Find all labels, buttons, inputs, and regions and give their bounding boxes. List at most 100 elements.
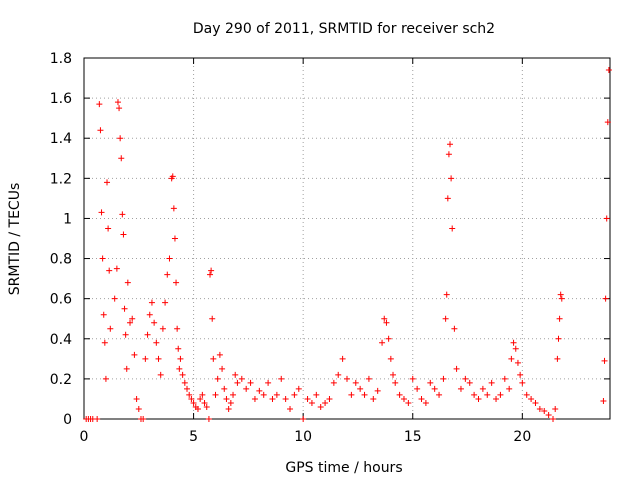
data-point — [120, 231, 127, 238]
y-tick-label: 1.6 — [50, 91, 72, 107]
data-point — [131, 351, 138, 358]
y-axis-label: SRMTID / TECUs — [7, 183, 23, 296]
data-point — [445, 151, 452, 158]
data-point — [308, 399, 315, 406]
data-point — [135, 405, 142, 412]
data-point — [493, 395, 500, 402]
data-point — [118, 155, 125, 162]
y-tick-label: 1.4 — [50, 131, 72, 147]
data-point — [123, 365, 130, 372]
data-point — [370, 395, 377, 402]
data-point — [604, 119, 611, 126]
data-point — [155, 355, 162, 362]
data-point — [121, 305, 128, 312]
data-point — [448, 175, 455, 182]
data-point — [514, 359, 521, 366]
data-point — [173, 279, 180, 286]
data-point — [216, 351, 223, 358]
data-point — [203, 403, 210, 410]
data-point — [278, 375, 285, 382]
data-point — [243, 385, 250, 392]
x-tick-label: 10 — [294, 429, 312, 445]
data-point — [447, 141, 454, 148]
x-tick-label: 0 — [80, 429, 89, 445]
data-point — [179, 371, 186, 378]
data-point — [506, 385, 513, 392]
data-point — [365, 375, 372, 382]
data-point — [116, 105, 123, 112]
data-point — [221, 385, 228, 392]
data-point — [99, 255, 106, 262]
data-point — [107, 325, 114, 332]
data-point — [390, 371, 397, 378]
data-series-srmtid — [83, 67, 612, 422]
data-point — [162, 299, 169, 306]
data-point — [326, 395, 333, 402]
data-point — [114, 99, 121, 106]
data-point — [142, 355, 149, 362]
data-point — [282, 395, 289, 402]
data-point — [601, 357, 608, 364]
data-point — [304, 395, 311, 402]
data-point — [400, 395, 407, 402]
data-point — [181, 379, 188, 386]
x-tick-label: 5 — [189, 429, 198, 445]
data-point — [510, 339, 517, 346]
data-point — [508, 355, 515, 362]
data-point — [422, 399, 429, 406]
data-point — [295, 385, 302, 392]
data-point — [122, 331, 129, 338]
data-point — [94, 416, 101, 422]
data-point — [603, 215, 610, 222]
data-point — [444, 195, 451, 202]
data-point — [442, 315, 449, 322]
y-tick-label: 1 — [63, 211, 72, 227]
data-point — [225, 405, 232, 412]
data-point — [602, 295, 609, 302]
data-point — [171, 235, 178, 242]
data-point — [166, 255, 173, 262]
data-point — [207, 271, 214, 278]
data-point — [101, 339, 108, 346]
data-point — [197, 395, 204, 402]
y-tick-label: 1.2 — [50, 171, 72, 187]
data-point — [330, 379, 337, 386]
data-point — [554, 355, 561, 362]
y-axis-ticks: 0 0.2 0.4 0.6 0.8 1 1.2 1.4 1.6 1.8 — [50, 51, 610, 428]
data-point — [462, 375, 469, 382]
data-point — [555, 335, 562, 342]
data-point — [409, 375, 416, 382]
data-point — [265, 379, 272, 386]
y-tick-label: 0 — [63, 412, 72, 428]
data-point — [133, 395, 140, 402]
data-point — [361, 391, 368, 398]
data-point — [501, 375, 508, 382]
data-point — [517, 371, 524, 378]
data-point — [127, 319, 134, 326]
data-point — [352, 379, 359, 386]
data-point — [214, 375, 221, 382]
data-point — [234, 379, 241, 386]
data-point — [550, 416, 557, 422]
data-point — [545, 411, 552, 418]
data-point — [512, 345, 519, 352]
data-point — [146, 311, 153, 318]
data-point — [497, 391, 504, 398]
data-point — [209, 315, 216, 322]
data-point — [194, 405, 201, 412]
x-axis-label: GPS time / hours — [285, 460, 402, 476]
data-point — [256, 387, 263, 394]
data-point — [379, 339, 386, 346]
data-point — [357, 385, 364, 392]
data-point — [148, 299, 155, 306]
data-point — [488, 379, 495, 386]
data-point — [322, 399, 329, 406]
data-point — [479, 385, 486, 392]
data-point — [457, 385, 464, 392]
data-point — [519, 379, 526, 386]
data-point — [427, 379, 434, 386]
data-point — [144, 331, 151, 338]
data-point — [484, 391, 491, 398]
data-point — [475, 395, 482, 402]
